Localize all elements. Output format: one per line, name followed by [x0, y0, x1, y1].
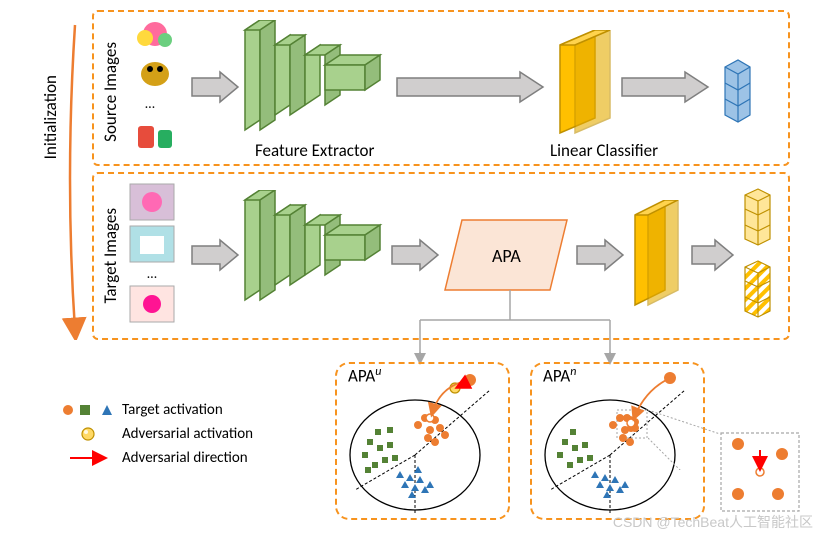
linear-classifier-label: Linear Classifier [550, 140, 658, 161]
zoom-connector [648, 410, 728, 470]
feature-extractor-label: Feature Extractor [255, 140, 374, 161]
output-target [740, 185, 780, 330]
legend: Target activation Adversarial activation… [60, 395, 253, 473]
source-thumbnails: … [125, 16, 185, 161]
arrow-src-1 [190, 70, 240, 105]
arrow-src-2 [395, 70, 545, 105]
legend-target-activation: Target activation [60, 401, 253, 419]
svg-text:…: … [147, 265, 157, 282]
watermark: CSDN @TechBeat人工智能社区 [613, 512, 813, 532]
target-images-label: Target Images [100, 208, 121, 304]
arrow-tgt-1 [190, 238, 240, 273]
target-thumbnails: … [125, 182, 185, 332]
source-images-label: Source Images [100, 42, 121, 142]
apa-u-scatter [340, 370, 505, 520]
svg-text:…: … [145, 95, 155, 112]
legend-adversarial-direction: Adversarial direction [60, 449, 253, 467]
initialization-label: Initialization [40, 75, 61, 159]
apa-label: APA [492, 245, 521, 267]
zoom-box [720, 432, 800, 512]
linear-classifier-source [555, 30, 615, 135]
arrow-tgt-4 [690, 238, 735, 273]
initialization-arrow [60, 20, 90, 340]
output-source [720, 55, 760, 125]
arrow-tgt-2 [390, 238, 440, 273]
arrow-tgt-3 [575, 238, 625, 273]
legend-adversarial-activation: Adversarial activation [60, 425, 253, 443]
feature-extractor-source [240, 20, 390, 145]
feature-extractor-target [240, 190, 390, 315]
apa-fork-line [400, 290, 650, 370]
arrow-src-3 [620, 70, 710, 105]
